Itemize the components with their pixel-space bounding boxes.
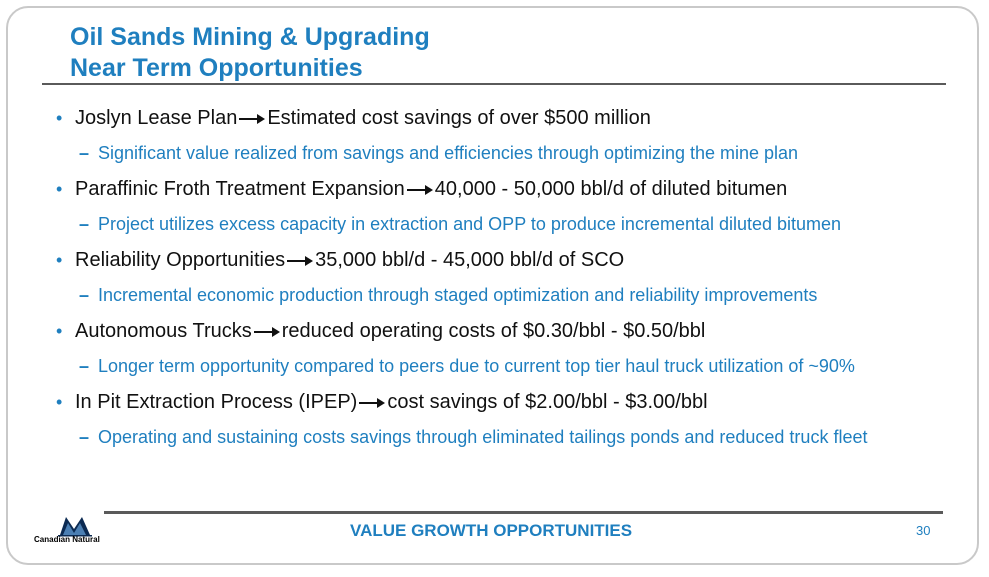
bullet-item: • Reliability Opportunities 35,000 bbl/d … bbox=[0, 245, 989, 316]
dash-icon: – bbox=[79, 427, 90, 447]
right-arrow-icon bbox=[287, 254, 314, 268]
bullet-item: • Paraffinic Froth Treatment Expansion 40… bbox=[0, 174, 989, 245]
right-arrow-icon bbox=[253, 325, 280, 339]
bullet-lead: Paraffinic Froth Treatment Expansion bbox=[75, 178, 405, 200]
bullet-detail: cost savings of $2.00/bbl - $3.00/bbl bbox=[387, 391, 708, 413]
sub-bullet-text: Longer term opportunity compared to peer… bbox=[98, 356, 855, 376]
sub-bullet: – Project utilizes excess capacity in ex… bbox=[0, 209, 989, 245]
sub-bullet: – Operating and sustaining costs savings… bbox=[0, 422, 989, 458]
sub-bullet: – Incremental economic production throug… bbox=[0, 280, 989, 316]
bullet-list: • Joslyn Lease Plan Estimated cost saving… bbox=[0, 103, 989, 458]
dash-icon: – bbox=[79, 285, 90, 305]
bullet-lead: Autonomous Trucks bbox=[75, 320, 252, 342]
company-name: Canadian Natural bbox=[34, 535, 100, 544]
slide-frame bbox=[6, 6, 979, 565]
right-arrow-icon bbox=[406, 183, 433, 197]
bullet-main: • Joslyn Lease Plan Estimated cost saving… bbox=[0, 103, 989, 138]
right-arrow-icon bbox=[239, 112, 266, 126]
bullet-main: • Reliability Opportunities 35,000 bbl/d … bbox=[0, 245, 989, 280]
footer-tagline: VALUE GROWTH OPPORTUNITIES bbox=[350, 521, 633, 540]
bullet-item: • Joslyn Lease Plan Estimated cost saving… bbox=[0, 103, 989, 174]
sub-bullet: – Significant value realized from saving… bbox=[0, 138, 989, 174]
bullet-lead: Reliability Opportunities bbox=[75, 249, 286, 271]
title-line-1: Oil Sands Mining & Upgrading bbox=[70, 23, 430, 51]
bullet-lead: In Pit Extraction Process (IPEP) bbox=[75, 391, 358, 413]
bullet-detail: 40,000 - 50,000 bbl/d of diluted bitumen bbox=[434, 178, 788, 200]
bullet-detail: Estimated cost savings of over $500 mill… bbox=[267, 107, 651, 129]
page-number: 30 bbox=[916, 523, 931, 538]
bullet-item: • Autonomous Trucks reduced operating cos… bbox=[0, 316, 989, 387]
bullet-detail: reduced operating costs of $0.30/bbl - $… bbox=[281, 320, 706, 342]
slide-title: Oil Sands Mining & Upgrading Near Term O… bbox=[70, 22, 430, 84]
dash-icon: – bbox=[79, 214, 90, 234]
sub-bullet: – Longer term opportunity compared to pe… bbox=[0, 351, 989, 387]
bullet-main: • Paraffinic Froth Treatment Expansion 40… bbox=[0, 174, 989, 209]
right-arrow-icon bbox=[359, 396, 386, 410]
bullet-item: • In Pit Extraction Process (IPEP) cost s… bbox=[0, 387, 989, 458]
title-line-2: Near Term Opportunities bbox=[70, 54, 363, 82]
footer-divider bbox=[104, 511, 943, 514]
bullet-main: • In Pit Extraction Process (IPEP) cost s… bbox=[0, 387, 989, 422]
dash-icon: – bbox=[79, 356, 90, 376]
sub-bullet-text: Significant value realized from savings … bbox=[98, 143, 799, 163]
bullet-dot-icon: • bbox=[56, 250, 63, 270]
sub-bullet-text: Incremental economic production through … bbox=[98, 285, 818, 305]
dash-icon: – bbox=[79, 143, 90, 163]
bullet-dot-icon: • bbox=[56, 108, 63, 128]
bullet-dot-icon: • bbox=[56, 179, 63, 199]
canadian-natural-logo bbox=[58, 517, 92, 537]
bullet-main: • Autonomous Trucks reduced operating cos… bbox=[0, 316, 989, 351]
sub-bullet-text: Project utilizes excess capacity in extr… bbox=[98, 214, 842, 234]
bullet-dot-icon: • bbox=[56, 321, 63, 341]
bullet-detail: 35,000 bbl/d - 45,000 bbl/d of SCO bbox=[315, 249, 625, 271]
title-divider bbox=[42, 83, 946, 85]
bullet-lead: Joslyn Lease Plan bbox=[75, 107, 238, 129]
sub-bullet-text: Operating and sustaining costs savings t… bbox=[98, 427, 868, 447]
bullet-dot-icon: • bbox=[56, 392, 63, 412]
